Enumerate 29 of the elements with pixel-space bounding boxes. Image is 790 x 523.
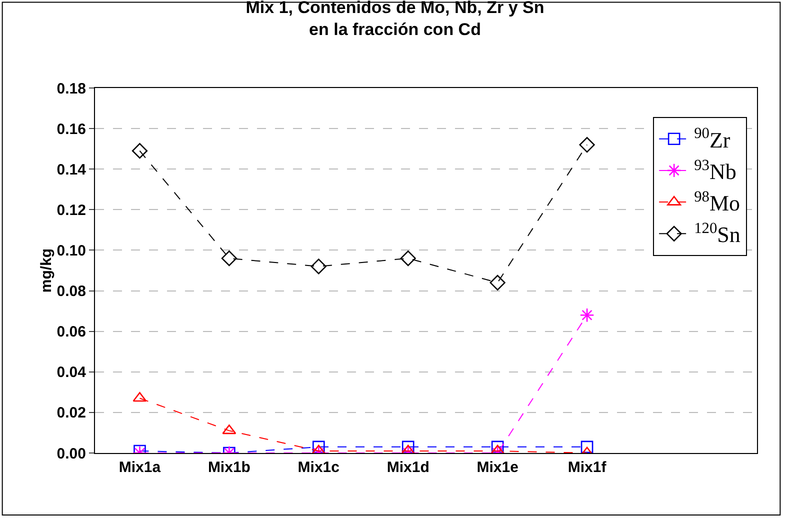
x-tick-label: Mix1b [208, 459, 250, 476]
point [400, 250, 416, 266]
y-tick-label: 0.04 [56, 364, 87, 382]
y-tick-label: 0.14 [56, 161, 87, 178]
point [221, 250, 237, 266]
point [310, 258, 326, 274]
chart-title: Mix 1, Contenidos de Mo, Nb, Zr y Sn en la fracción con Cd [246, 0, 544, 40]
x-tick-label: Mix1c [298, 459, 340, 476]
point [580, 308, 594, 322]
point [579, 136, 595, 153]
y-tick-label: 0.10 [56, 242, 86, 260]
y-tick-label: 0.16 [56, 120, 86, 138]
x-tick-label: Mix1a [118, 459, 162, 476]
legend-label: $^{93}$Nb [694, 156, 736, 184]
y-tick-label: 0.00 [56, 445, 86, 462]
point [490, 274, 506, 290]
x-tick-label: Mix1f [568, 459, 608, 476]
y-tick-label: 0.06 [56, 324, 86, 341]
y-axis-title: mg/kg [38, 248, 55, 293]
legend-label: $^{120}$Sn [694, 220, 740, 248]
y-tick-label: 0.12 [56, 202, 86, 219]
x-tick-label: Mix1e [476, 459, 518, 476]
legend-label: $^{98}$Mo [694, 188, 740, 216]
y-tick-label: 0.18 [56, 80, 86, 98]
legend-label: $^{90}$Zr [694, 125, 731, 152]
point [132, 143, 148, 159]
x-tick-label: Mix1d [386, 459, 430, 476]
y-tick-label: 0.02 [56, 404, 86, 422]
y-tick-label: 0.08 [56, 283, 86, 300]
